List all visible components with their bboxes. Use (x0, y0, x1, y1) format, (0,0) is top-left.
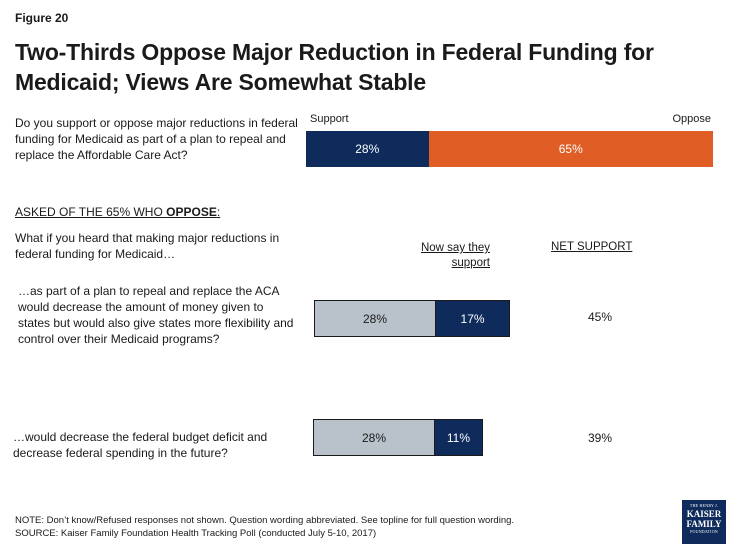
section-label-bold: OPPOSE (166, 205, 217, 219)
section-label: ASKED OF THE 65% WHO OPPOSE: (15, 205, 221, 219)
bar-flexibility-now-support-label: 17% (460, 311, 485, 326)
bar-main-oppose: 65% (428, 131, 713, 167)
chart-title: Two-Thirds Oppose Major Reduction in Fed… (15, 39, 654, 95)
column-header-now-support: Now say they support (420, 242, 490, 269)
statement-flexibility: …as part of a plan to repeal and replace… (18, 284, 294, 346)
sub-question: What if you heard that making major redu… (15, 231, 280, 261)
net-support-deficit: 39% (587, 431, 613, 445)
bar-main-support-label: 28% (355, 142, 380, 156)
bar-deficit-now-support-label: 11% (446, 430, 471, 445)
kff-logo: THE HENRY J. KAISER FAMILY FOUNDATION (682, 500, 726, 544)
bar-deficit-now-support: 11% (435, 419, 483, 456)
main-question: Do you support or oppose major reduction… (15, 116, 298, 162)
bar-main-support: 28% (306, 131, 429, 167)
legend-support: Support (310, 113, 349, 125)
column-header-net-support: NET SUPPORT (551, 241, 633, 253)
bar-deficit-prior-support: 28% (313, 419, 435, 456)
bar-main-oppose-label: 65% (558, 142, 583, 156)
figure-label: Figure 20 (15, 11, 69, 25)
source-text: SOURCE: Kaiser Family Foundation Health … (15, 528, 377, 539)
note-text: NOTE: Don’t know/Refused responses not s… (15, 515, 515, 526)
bar-flexibility-prior-support: 28% (314, 300, 436, 337)
bar-flexibility-prior-support-label: 28% (362, 311, 388, 326)
statement-deficit: …would decrease the federal budget defic… (13, 430, 268, 460)
net-support-flexibility: 45% (587, 310, 613, 324)
legend-oppose: Oppose (672, 113, 711, 125)
footnote: NOTE: Don’t know/Refused responses not s… (15, 514, 514, 540)
bar-deficit-prior-support-label: 28% (361, 430, 387, 445)
bar-flexibility-now-support: 17% (436, 300, 511, 337)
